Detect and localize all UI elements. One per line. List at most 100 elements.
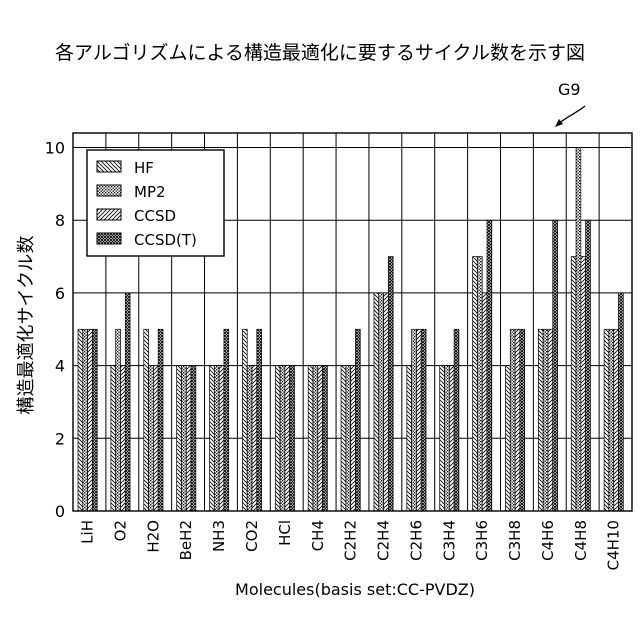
bar-mp2-nh3 [214, 366, 219, 511]
bar-ccsd-ch4 [318, 366, 323, 511]
figure-label-arrow [555, 106, 585, 127]
bar-mp2-c2h4 [379, 293, 384, 511]
bar-ccsdt-hcl [290, 366, 295, 511]
bar-ccsd-c4h10 [614, 329, 619, 511]
legend-swatch [97, 233, 121, 244]
legend-swatch [97, 185, 121, 196]
bar-mp2-c2h6 [412, 329, 417, 511]
bar-ccsd-c4h6 [548, 329, 553, 511]
bar-hf-c3h6 [473, 257, 478, 511]
bar-mp2-c4h6 [543, 329, 548, 511]
bar-mp2-c3h6 [477, 257, 482, 511]
bar-ccsd-c3h6 [482, 293, 487, 511]
bar-hf-c3h8 [505, 366, 510, 511]
bar-mp2-beh2 [181, 366, 186, 511]
bar-hf-ch4 [308, 366, 313, 511]
bar-hf-c4h6 [538, 329, 543, 511]
bar-mp2-c3h4 [445, 366, 450, 511]
bar-ccsdt-lih [92, 329, 97, 511]
y-tick-label: 0 [55, 502, 65, 521]
bar-ccsdt-c2h4 [388, 257, 393, 511]
bar-hf-hcl [275, 366, 280, 511]
bar-ccsd-hcl [285, 366, 290, 511]
bar-mp2-h2o [149, 366, 154, 511]
bar-ccsd-c2h6 [416, 329, 421, 511]
bar-mp2-hcl [280, 366, 285, 511]
bar-hf-o2 [111, 366, 116, 511]
bar-ccsd-o2 [120, 366, 125, 511]
bar-hf-co2 [242, 329, 247, 511]
x-tick-label: O2 [111, 520, 129, 541]
bar-hf-c2h6 [407, 366, 412, 511]
bar-hf-c2h4 [374, 293, 379, 511]
bar-ccsd-co2 [252, 366, 257, 511]
bar-ccsdt-c2h2 [355, 329, 360, 511]
bar-ccsd-c3h8 [515, 329, 520, 511]
bar-hf-nh3 [210, 366, 215, 511]
y-tick-label: 4 [55, 357, 65, 376]
legend-label: MP2 [134, 183, 166, 201]
bar-hf-c3h4 [440, 366, 445, 511]
bar-ccsd-nh3 [219, 366, 224, 511]
bar-hf-c2h2 [341, 366, 346, 511]
bar-ccsdt-beh2 [191, 366, 196, 511]
legend-label: HF [134, 159, 154, 177]
x-tick-label: HCl [276, 520, 294, 546]
x-tick-label: C2H2 [342, 520, 360, 561]
bar-ccsdt-ch4 [323, 366, 328, 511]
bar-mp2-c4h8 [576, 148, 581, 511]
x-tick-label: C4H8 [572, 520, 590, 561]
bar-ccsd-c2h4 [384, 293, 389, 511]
bar-mp2-ch4 [313, 366, 318, 511]
y-tick-label: 8 [55, 211, 65, 230]
x-tick-label: BeH2 [177, 520, 195, 560]
legend-label: CCSD [134, 207, 176, 225]
x-tick-label: C2H4 [375, 520, 393, 561]
bar-ccsd-c3h4 [449, 366, 454, 511]
bar-ccsd-c4h8 [581, 257, 586, 511]
bar-ccsdt-c3h8 [520, 329, 525, 511]
x-tick-label: NH3 [210, 520, 228, 552]
y-tick-label: 2 [55, 429, 65, 448]
bar-ccsd-c2h2 [351, 366, 356, 511]
legend-label: CCSD(T) [134, 231, 197, 249]
bar-mp2-o2 [116, 329, 121, 511]
x-tick-label: LiH [79, 520, 97, 544]
bar-ccsdt-co2 [257, 329, 262, 511]
x-tick-label: C3H6 [473, 520, 491, 561]
bar-ccsdt-c4h8 [586, 220, 591, 511]
bar-hf-c4h8 [571, 257, 576, 511]
bar-mp2-c3h8 [510, 329, 515, 511]
bar-ccsdt-c4h10 [619, 293, 624, 511]
bar-hf-c4h10 [604, 329, 609, 511]
x-tick-label: H2O [144, 520, 162, 553]
bar-ccsdt-c4h6 [553, 220, 558, 511]
x-tick-label: C3H4 [440, 520, 458, 561]
bar-mp2-co2 [247, 366, 252, 511]
x-tick-label: CH4 [309, 520, 327, 551]
x-tick-label: C4H10 [605, 520, 623, 570]
bar-hf-h2o [144, 329, 149, 511]
x-tick-label: C3H8 [506, 520, 524, 561]
x-tick-label: C4H6 [539, 520, 557, 561]
bar-ccsd-beh2 [186, 366, 191, 511]
bar-ccsdt-nh3 [224, 329, 229, 511]
bar-ccsdt-c2h6 [421, 329, 426, 511]
bar-ccsd-lih [88, 329, 93, 511]
bar-hf-lih [78, 329, 83, 511]
x-tick-label: CO2 [243, 520, 261, 552]
bar-mp2-c4h10 [609, 329, 614, 511]
bar-ccsdt-c3h6 [487, 220, 492, 511]
legend-swatch [97, 161, 121, 172]
bar-ccsdt-c3h4 [454, 329, 459, 511]
bar-ccsd-h2o [153, 366, 158, 511]
bar-ccsdt-h2o [158, 329, 163, 511]
bar-mp2-lih [83, 329, 88, 511]
y-tick-label: 10 [45, 139, 65, 158]
bar-mp2-c2h2 [346, 366, 351, 511]
y-tick-label: 6 [55, 284, 65, 303]
legend-swatch [97, 209, 121, 220]
bar-hf-beh2 [177, 366, 182, 511]
x-tick-label: C2H6 [407, 520, 425, 561]
